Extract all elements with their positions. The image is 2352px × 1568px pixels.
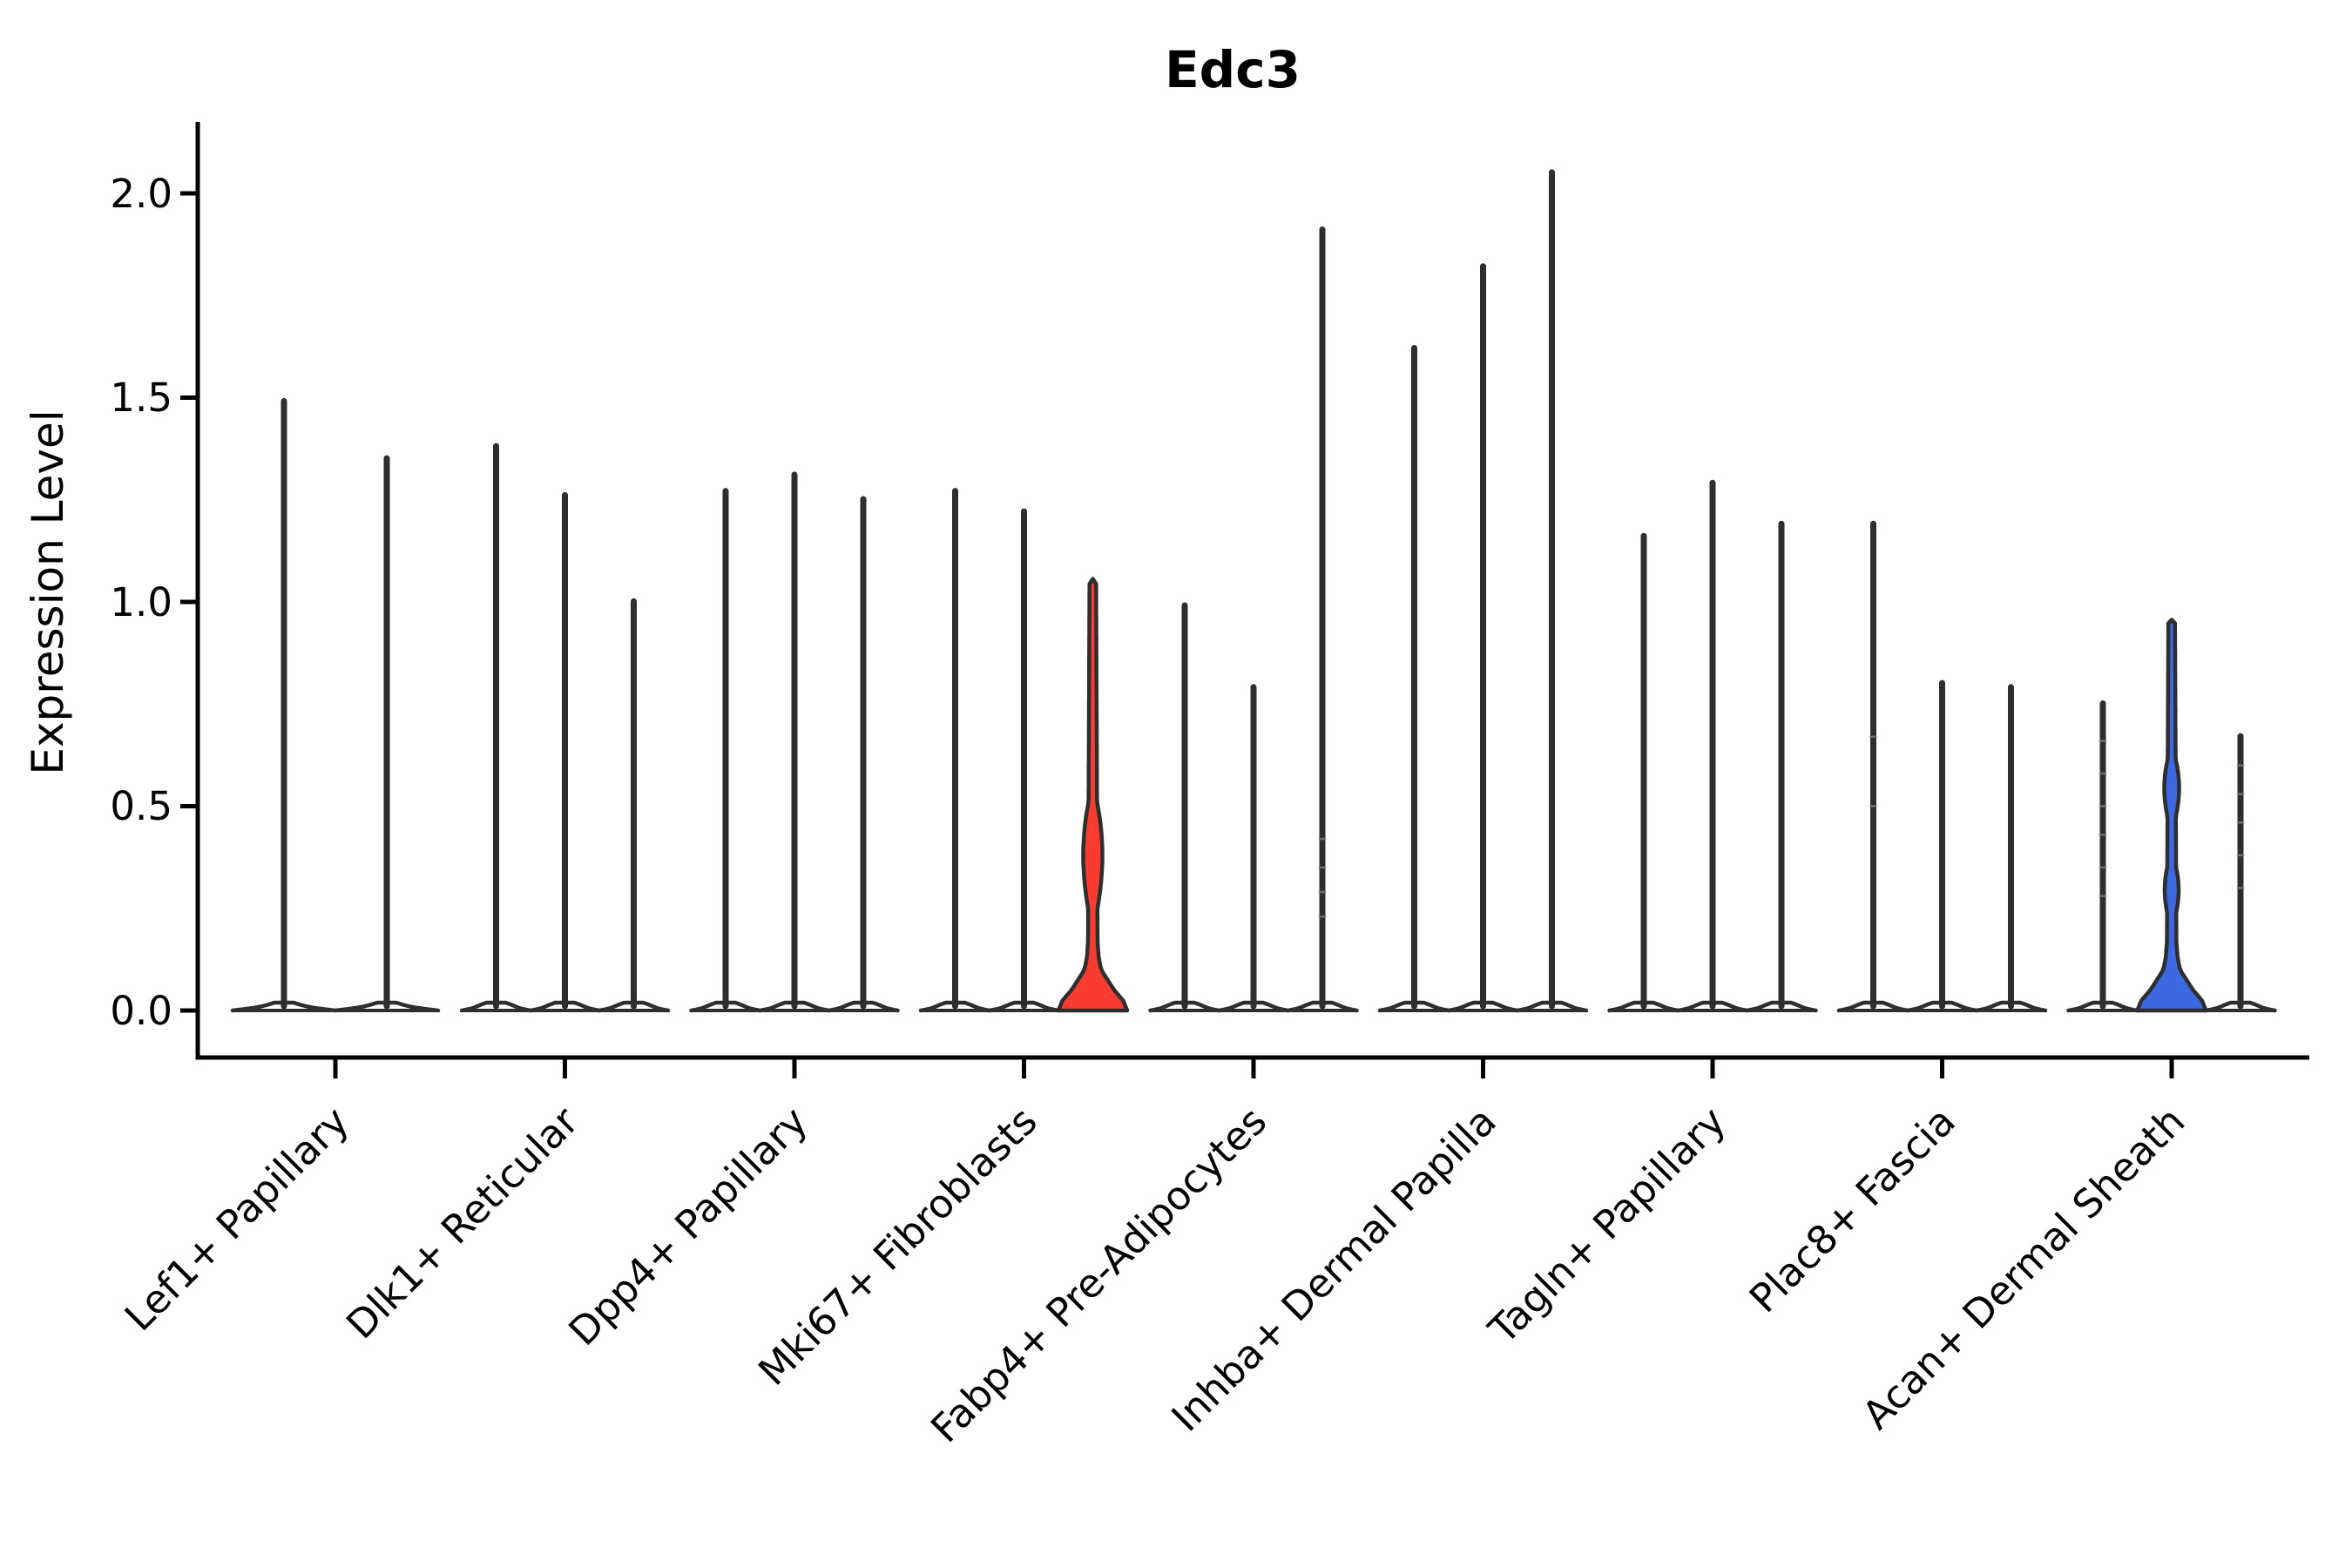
y-axis-label: Expression Level xyxy=(23,409,73,774)
y-tick-label-1-0: 1.0 xyxy=(110,579,172,625)
x-tick-label-lef1-papillary: Lef1+ Papillary xyxy=(116,1098,358,1340)
violin-filled-blue xyxy=(2135,618,2208,1013)
x-tick-label-dlk1-reticular: Dlk1+ Reticular xyxy=(337,1098,587,1348)
plot-area xyxy=(180,122,2309,1078)
chart-title: Edc3 xyxy=(1165,40,1301,99)
x-tick-labels: Lef1+ Papillary Dlk1+ Reticular Dpp4+ Pa… xyxy=(116,1098,2193,1451)
x-tick-label-dpp4-papillary: Dpp4+ Papillary xyxy=(559,1098,816,1355)
y-tick-label-0-0: 0.0 xyxy=(110,988,172,1034)
y-tick-labels: 2.0 1.5 1.0 0.5 0.0 xyxy=(110,171,172,1034)
x-tick-label-tagln-papillary: Tagln+ Papillary xyxy=(1479,1098,1734,1353)
x-tick-label-plac8-fascia: Plac8+ Fascia xyxy=(1740,1098,1964,1321)
y-tick-label-0-5: 0.5 xyxy=(110,783,172,829)
y-tick-label-1-5: 1.5 xyxy=(110,375,172,421)
violin-filled-red xyxy=(1056,577,1130,1013)
y-tick-label-2-0: 2.0 xyxy=(110,171,172,217)
